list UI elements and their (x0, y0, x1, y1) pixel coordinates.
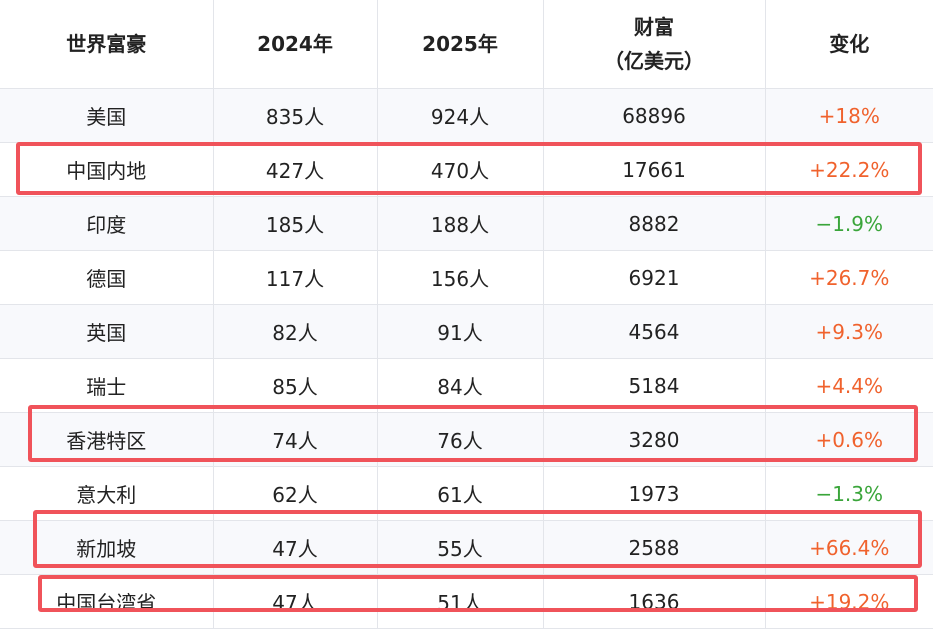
header-2025: 2025年 (377, 0, 544, 89)
cell-change: −1.3% (765, 466, 933, 521)
header-change: 变化 (765, 0, 933, 89)
table-row: 瑞士 85人 84人 5184 +4.4% (0, 358, 933, 413)
cell-wealth: 4564 (543, 304, 766, 359)
cell-y2024: 427人 (213, 142, 378, 197)
cell-change: +9.3% (765, 304, 933, 359)
header-country: 世界富豪 (0, 0, 214, 89)
table-row: 德国 117人 156人 6921 +26.7% (0, 250, 933, 305)
cell-y2024: 62人 (213, 466, 378, 521)
cell-y2024: 82人 (213, 304, 378, 359)
cell-y2024: 74人 (213, 412, 378, 467)
cell-change: −1.9% (765, 196, 933, 251)
header-wealth-line1: 财富 (634, 15, 674, 39)
table-row: 中国内地 427人 470人 17661 +22.2% (0, 142, 933, 197)
cell-wealth: 5184 (543, 358, 766, 413)
cell-country: 瑞士 (0, 358, 214, 413)
cell-y2024: 185人 (213, 196, 378, 251)
cell-y2025: 91人 (377, 304, 544, 359)
cell-country: 英国 (0, 304, 214, 359)
header-wealth: 财富 （亿美元） (543, 0, 766, 89)
cell-change: +4.4% (765, 358, 933, 413)
table-row: 中国台湾省 47人 51人 1636 +19.2% (0, 574, 933, 629)
cell-y2025: 188人 (377, 196, 544, 251)
cell-y2024: 85人 (213, 358, 378, 413)
cell-change: +66.4% (765, 520, 933, 575)
header-row: 世界富豪 2024年 2025年 财富 （亿美元） 变化 (0, 0, 933, 89)
cell-country: 印度 (0, 196, 214, 251)
table-row: 英国 82人 91人 4564 +9.3% (0, 304, 933, 359)
cell-y2025: 51人 (377, 574, 544, 629)
cell-country: 美国 (0, 88, 214, 143)
cell-change: +19.2% (765, 574, 933, 629)
cell-wealth: 1973 (543, 466, 766, 521)
table-row: 新加坡 47人 55人 2588 +66.4% (0, 520, 933, 575)
cell-wealth: 68896 (543, 88, 766, 143)
table-row: 意大利 62人 61人 1973 −1.3% (0, 466, 933, 521)
cell-country: 德国 (0, 250, 214, 305)
table-row: 美国 835人 924人 68896 +18% (0, 88, 933, 143)
cell-y2025: 470人 (377, 142, 544, 197)
cell-change: +0.6% (765, 412, 933, 467)
cell-y2025: 924人 (377, 88, 544, 143)
cell-wealth: 3280 (543, 412, 766, 467)
cell-y2025: 55人 (377, 520, 544, 575)
table-row: 印度 185人 188人 8882 −1.9% (0, 196, 933, 251)
cell-y2025: 61人 (377, 466, 544, 521)
cell-y2024: 47人 (213, 520, 378, 575)
cell-wealth: 17661 (543, 142, 766, 197)
cell-wealth: 1636 (543, 574, 766, 629)
table-row: 香港特区 74人 76人 3280 +0.6% (0, 412, 933, 467)
header-2024: 2024年 (213, 0, 378, 89)
cell-y2024: 117人 (213, 250, 378, 305)
cell-y2024: 47人 (213, 574, 378, 629)
cell-country: 意大利 (0, 466, 214, 521)
cell-y2024: 835人 (213, 88, 378, 143)
cell-country: 新加坡 (0, 520, 214, 575)
cell-country: 香港特区 (0, 412, 214, 467)
cell-change: +22.2% (765, 142, 933, 197)
cell-change: +26.7% (765, 250, 933, 305)
cell-y2025: 156人 (377, 250, 544, 305)
cell-country: 中国台湾省 (0, 574, 214, 629)
cell-y2025: 76人 (377, 412, 544, 467)
cell-wealth: 6921 (543, 250, 766, 305)
header-wealth-line2: （亿美元） (604, 49, 704, 73)
cell-change: +18% (765, 88, 933, 143)
cell-wealth: 8882 (543, 196, 766, 251)
cell-y2025: 84人 (377, 358, 544, 413)
cell-country: 中国内地 (0, 142, 214, 197)
cell-wealth: 2588 (543, 520, 766, 575)
